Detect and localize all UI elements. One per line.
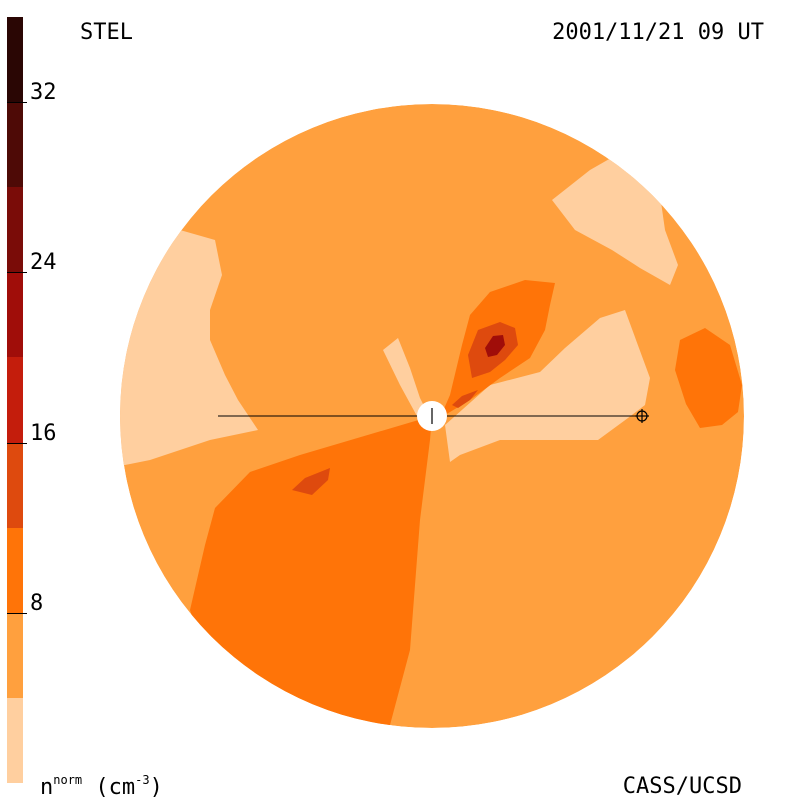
contour-high-near-sun — [452, 390, 478, 408]
colorbar-tick-mark — [7, 272, 27, 274]
credit-label: CASS/UCSD — [622, 774, 742, 799]
colorbar-segment — [7, 527, 23, 613]
colorbar-segment — [7, 442, 23, 528]
contour-low-east — [445, 310, 650, 462]
contour-low-north-center — [383, 338, 430, 418]
unit-label: nnorm (cm-3) — [40, 774, 163, 799]
colorbar-segment — [7, 187, 23, 273]
colorbar-segment — [7, 102, 23, 188]
contour-mid-southwest — [190, 416, 432, 728]
unit-base: n — [40, 775, 54, 800]
colorbar-tick-label: 32 — [30, 80, 57, 106]
colorbar-tick-mark — [7, 442, 27, 444]
colorbar-tick-mark — [7, 612, 27, 614]
colorbar-segment — [7, 272, 23, 358]
colorbar-tick-label: 8 — [30, 590, 44, 616]
contour-peak-north — [485, 335, 505, 357]
colorbar-segment — [7, 357, 23, 443]
colorbar-segment — [7, 17, 23, 103]
colorbar-tick-label: 24 — [30, 250, 57, 276]
contour-mid-east-blob — [675, 328, 742, 428]
colorbar-tick-mark — [7, 102, 27, 104]
colorbar-segment — [7, 612, 23, 698]
contour-high-southwest — [292, 468, 330, 495]
colorbar-tick-label: 16 — [30, 420, 57, 446]
unit-close: ) — [149, 775, 163, 800]
colorbar-segment — [7, 697, 23, 783]
earth-symbol-icon — [635, 409, 649, 423]
unit-rest: (cm — [95, 775, 136, 800]
sun-disk-icon — [417, 401, 447, 431]
unit-superscript: norm — [53, 773, 83, 787]
colorbar — [7, 17, 23, 783]
unit-exponent: -3 — [135, 773, 150, 787]
source-label: STEL — [80, 20, 133, 45]
timestamp: 2001/11/21 09 UT — [552, 20, 764, 45]
